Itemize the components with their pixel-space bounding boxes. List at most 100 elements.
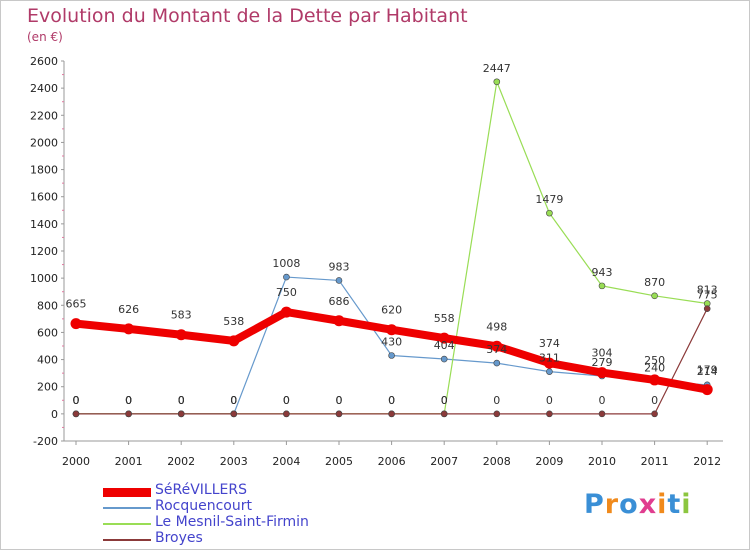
data-label: 0 bbox=[599, 394, 606, 407]
y-tick-label: 2200 bbox=[30, 109, 58, 122]
data-label: 0 bbox=[388, 394, 395, 407]
data-label: 665 bbox=[66, 298, 87, 311]
data-point bbox=[493, 78, 501, 86]
data-label: 304 bbox=[592, 347, 613, 360]
data-label: 558 bbox=[434, 312, 455, 325]
logo-letter: o bbox=[619, 489, 639, 520]
data-point bbox=[333, 315, 345, 327]
legend-label: Rocquencourt bbox=[155, 498, 252, 514]
data-point bbox=[70, 318, 82, 330]
y-tick-label: 1000 bbox=[30, 272, 58, 285]
legend-swatch bbox=[103, 523, 151, 525]
data-label: 214 bbox=[697, 365, 718, 378]
x-tick-label: 2005 bbox=[325, 455, 353, 468]
logo-letter: i bbox=[681, 489, 692, 520]
data-label: 0 bbox=[336, 394, 343, 407]
y-tick-label: 1600 bbox=[30, 191, 58, 204]
legend-label: SéRéVILLERS bbox=[155, 482, 247, 498]
data-point bbox=[703, 305, 711, 312]
x-tick-label: 2006 bbox=[378, 455, 406, 468]
y-tick-label: 800 bbox=[37, 299, 58, 312]
y-tick-label: 1400 bbox=[30, 218, 58, 231]
y-tick-label: -200 bbox=[33, 435, 58, 448]
data-point bbox=[651, 292, 658, 300]
x-tick-label: 2003 bbox=[220, 455, 248, 468]
data-point bbox=[493, 410, 501, 418]
data-label: 250 bbox=[644, 354, 665, 367]
data-label: 498 bbox=[486, 320, 507, 333]
data-label: 374 bbox=[539, 337, 560, 350]
y-tick-label: 1200 bbox=[30, 245, 58, 258]
data-label: 0 bbox=[283, 394, 290, 407]
data-point bbox=[283, 273, 290, 281]
data-point bbox=[701, 384, 713, 396]
data-label: 870 bbox=[644, 276, 665, 289]
data-label: 0 bbox=[73, 394, 80, 407]
data-label: 983 bbox=[329, 260, 350, 273]
data-label: 0 bbox=[178, 394, 185, 407]
legend-label: Le Mesnil-Saint-Firmin bbox=[155, 514, 309, 530]
data-label: 0 bbox=[388, 394, 395, 407]
x-tick-label: 2008 bbox=[483, 455, 511, 468]
y-tick-label: 2600 bbox=[30, 55, 58, 68]
data-label: 0 bbox=[125, 394, 132, 407]
data-point bbox=[491, 340, 503, 352]
data-point bbox=[546, 368, 553, 375]
y-tick-label: 0 bbox=[51, 408, 58, 421]
legend-label: Broyes bbox=[155, 530, 203, 546]
y-tick-label: 600 bbox=[37, 326, 58, 339]
data-label: 775 bbox=[697, 289, 718, 302]
data-point bbox=[438, 332, 450, 344]
data-label: 0 bbox=[546, 394, 553, 407]
data-point bbox=[440, 355, 448, 363]
y-tick-label: 1800 bbox=[30, 164, 58, 177]
data-label: 2447 bbox=[483, 62, 511, 75]
data-point bbox=[280, 306, 292, 318]
chart-subtitle: (en €) bbox=[27, 30, 63, 44]
logo-letter: t bbox=[667, 489, 682, 520]
logo-letter: r bbox=[604, 489, 620, 520]
data-point bbox=[598, 410, 606, 418]
data-label: 0 bbox=[441, 394, 448, 407]
data-label: 813 bbox=[697, 284, 718, 297]
data-label: 626 bbox=[118, 303, 139, 316]
data-label: 1008 bbox=[272, 257, 300, 270]
chart-title: Evolution du Montant de la Dette par Hab… bbox=[27, 5, 468, 27]
legend-swatch bbox=[103, 507, 151, 509]
data-point bbox=[123, 323, 135, 335]
data-label: 0 bbox=[178, 394, 185, 407]
data-label: 279 bbox=[592, 356, 613, 369]
data-label: 943 bbox=[592, 266, 613, 279]
data-point bbox=[175, 329, 187, 341]
data-point bbox=[598, 282, 606, 290]
data-point bbox=[230, 410, 238, 418]
data-label: 0 bbox=[336, 394, 343, 407]
data-point bbox=[388, 352, 395, 359]
data-label: 0 bbox=[651, 394, 658, 407]
data-label: 583 bbox=[171, 309, 192, 322]
logo-letter: P bbox=[584, 489, 605, 520]
data-point bbox=[72, 410, 80, 418]
data-point bbox=[228, 335, 240, 347]
data-point bbox=[546, 209, 553, 217]
x-tick-label: 2012 bbox=[693, 455, 721, 468]
x-tick-label: 2004 bbox=[272, 455, 300, 468]
data-point bbox=[546, 410, 553, 418]
data-label: 311 bbox=[539, 352, 560, 365]
proxiti-logo: Proxiti bbox=[584, 489, 692, 520]
x-tick-label: 2001 bbox=[115, 455, 143, 468]
x-tick-label: 2002 bbox=[167, 455, 195, 468]
data-point bbox=[596, 367, 608, 379]
y-tick-label: 2000 bbox=[30, 136, 58, 149]
data-label: 0 bbox=[230, 394, 237, 407]
data-point bbox=[386, 324, 398, 336]
data-label: 1479 bbox=[535, 193, 563, 206]
data-label: 0 bbox=[73, 394, 80, 407]
legend-swatch bbox=[103, 539, 151, 541]
data-point bbox=[388, 410, 395, 418]
data-label: 430 bbox=[381, 336, 402, 349]
data-label: 0 bbox=[441, 394, 448, 407]
data-label: 538 bbox=[223, 315, 244, 328]
